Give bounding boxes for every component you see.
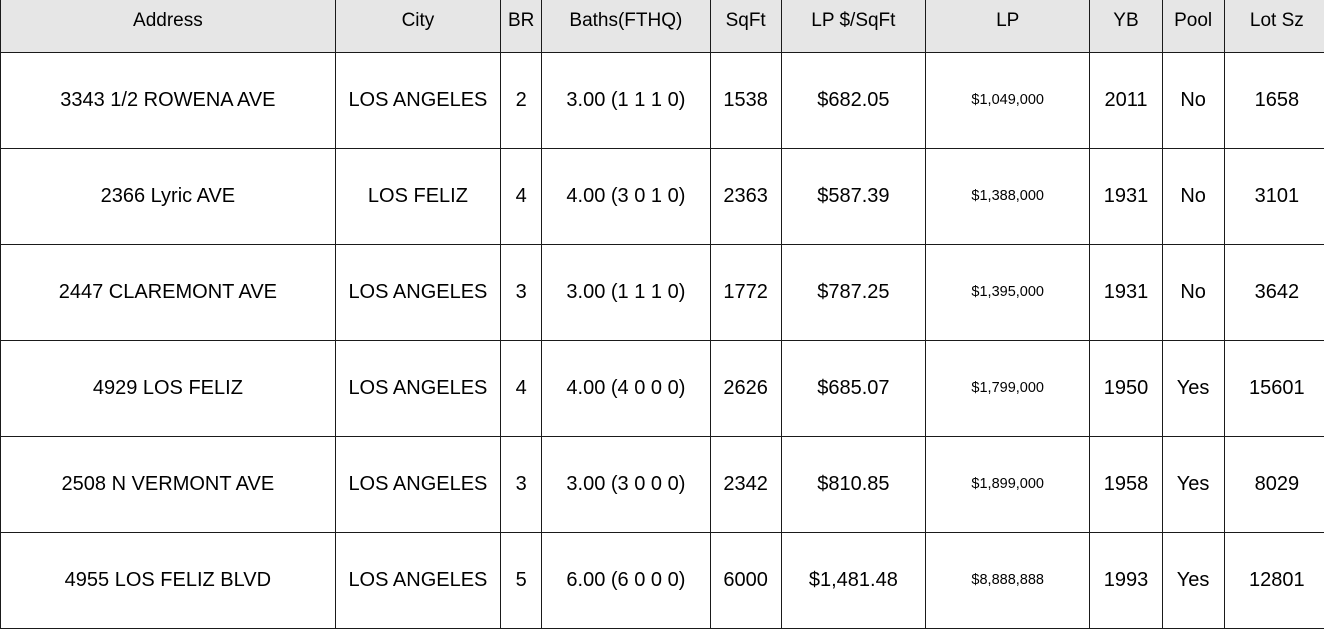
- cell-baths: 3.00 (3 0 0 0): [541, 435, 711, 533]
- cell-city: LOS FELIZ: [334, 147, 502, 245]
- cell-lp-per-sqft: $685.07: [780, 339, 927, 437]
- cell-lp-per-sqft: $1,481.48: [780, 531, 927, 629]
- cell-lp: $8,888,888: [925, 531, 1091, 629]
- header-yb[interactable]: YB: [1089, 0, 1163, 53]
- header-baths[interactable]: Baths(FTHQ): [541, 0, 711, 53]
- cell-baths: 3.00 (1 1 1 0): [541, 243, 711, 341]
- cell-baths: 3.00 (1 1 1 0): [541, 51, 711, 149]
- cell-sqft: 6000: [709, 531, 782, 629]
- cell-city: LOS ANGELES: [334, 243, 502, 341]
- cell-br: 4: [500, 147, 543, 245]
- cell-br: 4: [500, 339, 543, 437]
- cell-lp-per-sqft: $810.85: [780, 435, 927, 533]
- table-row[interactable]: 4929 LOS FELIZ LOS ANGELES 4 4.00 (4 0 0…: [0, 339, 1324, 437]
- header-row: Address City BR Baths(FTHQ) SqFt LP $/Sq…: [0, 0, 1324, 53]
- cell-lot-sz: 1658: [1223, 51, 1324, 149]
- cell-city: LOS ANGELES: [334, 435, 502, 533]
- cell-city: LOS ANGELES: [334, 531, 502, 629]
- cell-lp: $1,049,000: [925, 51, 1091, 149]
- cell-sqft: 2626: [709, 339, 782, 437]
- cell-yb: 1931: [1089, 243, 1163, 341]
- header-pool[interactable]: Pool: [1161, 0, 1225, 53]
- cell-br: 3: [500, 243, 543, 341]
- table-row[interactable]: 4955 LOS FELIZ BLVD LOS ANGELES 5 6.00 (…: [0, 531, 1324, 629]
- cell-pool: Yes: [1161, 531, 1225, 629]
- cell-address: 4929 LOS FELIZ: [0, 339, 336, 437]
- cell-address: 3343 1/2 ROWENA AVE: [0, 51, 336, 149]
- cell-yb: 1993: [1089, 531, 1163, 629]
- cell-lp: $1,395,000: [925, 243, 1091, 341]
- header-address[interactable]: Address: [0, 0, 336, 53]
- cell-br: 3: [500, 435, 543, 533]
- cell-pool: Yes: [1161, 435, 1225, 533]
- cell-pool: Yes: [1161, 339, 1225, 437]
- cell-lot-sz: 12801: [1223, 531, 1324, 629]
- header-lp-per-sqft[interactable]: LP $/SqFt: [780, 0, 927, 53]
- cell-br: 2: [500, 51, 543, 149]
- cell-pool: No: [1161, 51, 1225, 149]
- table-row[interactable]: 3343 1/2 ROWENA AVE LOS ANGELES 2 3.00 (…: [0, 51, 1324, 149]
- cell-city: LOS ANGELES: [334, 51, 502, 149]
- cell-lp-per-sqft: $587.39: [780, 147, 927, 245]
- cell-pool: No: [1161, 243, 1225, 341]
- cell-yb: 1958: [1089, 435, 1163, 533]
- cell-br: 5: [500, 531, 543, 629]
- cell-city: LOS ANGELES: [334, 339, 502, 437]
- cell-address: 2366 Lyric AVE: [0, 147, 336, 245]
- cell-sqft: 2363: [709, 147, 782, 245]
- cell-lp-per-sqft: $787.25: [780, 243, 927, 341]
- header-lp[interactable]: LP: [925, 0, 1091, 53]
- cell-sqft: 2342: [709, 435, 782, 533]
- table-row[interactable]: 2508 N VERMONT AVE LOS ANGELES 3 3.00 (3…: [0, 435, 1324, 533]
- table-row[interactable]: 2447 CLAREMONT AVE LOS ANGELES 3 3.00 (1…: [0, 243, 1324, 341]
- cell-address: 2447 CLAREMONT AVE: [0, 243, 336, 341]
- cell-baths: 6.00 (6 0 0 0): [541, 531, 711, 629]
- header-city[interactable]: City: [334, 0, 502, 53]
- cell-lot-sz: 8029: [1223, 435, 1324, 533]
- cell-yb: 1950: [1089, 339, 1163, 437]
- header-sqft[interactable]: SqFt: [709, 0, 782, 53]
- cell-yb: 1931: [1089, 147, 1163, 245]
- cell-sqft: 1538: [709, 51, 782, 149]
- cell-lot-sz: 3101: [1223, 147, 1324, 245]
- cell-pool: No: [1161, 147, 1225, 245]
- cell-address: 4955 LOS FELIZ BLVD: [0, 531, 336, 629]
- table-row[interactable]: 2366 Lyric AVE LOS FELIZ 4 4.00 (3 0 1 0…: [0, 147, 1324, 245]
- header-lot-sz[interactable]: Lot Sz: [1223, 0, 1324, 53]
- cell-lot-sz: 15601: [1223, 339, 1324, 437]
- cell-lp: $1,388,000: [925, 147, 1091, 245]
- cell-lp: $1,899,000: [925, 435, 1091, 533]
- cell-yb: 2011: [1089, 51, 1163, 149]
- cell-baths: 4.00 (4 0 0 0): [541, 339, 711, 437]
- cell-lp: $1,799,000: [925, 339, 1091, 437]
- cell-baths: 4.00 (3 0 1 0): [541, 147, 711, 245]
- cell-lot-sz: 3642: [1223, 243, 1324, 341]
- header-br[interactable]: BR: [500, 0, 543, 53]
- cell-lp-per-sqft: $682.05: [780, 51, 927, 149]
- cell-sqft: 1772: [709, 243, 782, 341]
- cell-address: 2508 N VERMONT AVE: [0, 435, 336, 533]
